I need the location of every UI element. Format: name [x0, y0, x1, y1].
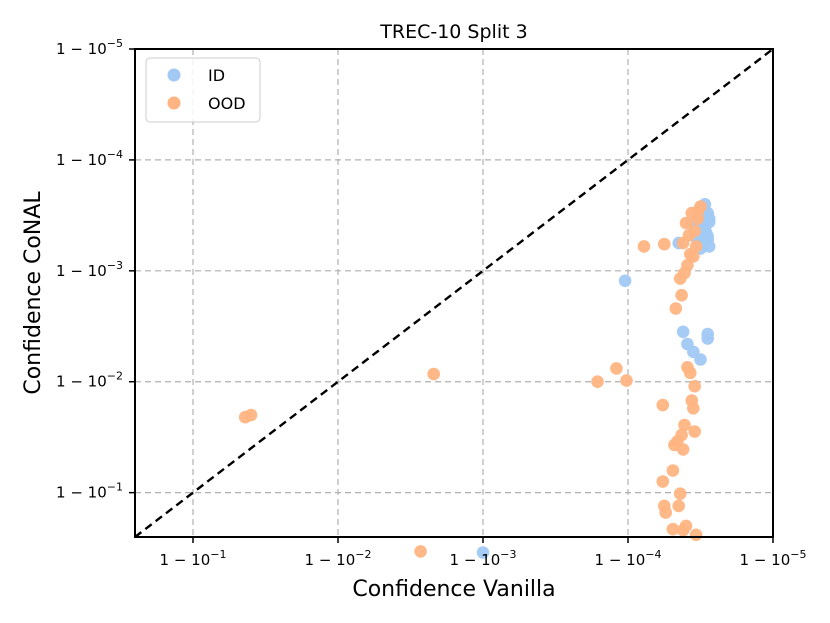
point-id-31 [701, 327, 714, 341]
point-ood-24 [675, 288, 688, 302]
chart-title: TREC-10 Split 3 [379, 21, 527, 43]
point-ood-46 [689, 528, 703, 542]
y-tick-label-3: 1 − 10−4 [56, 148, 123, 169]
y-tick-label-1: 1 − 10−2 [56, 370, 123, 391]
point-ood-36 [676, 443, 690, 456]
y-tick-label-2: 1 − 10−3 [56, 259, 123, 280]
point-ood-3 [414, 545, 427, 558]
point-ood-14 [688, 224, 701, 238]
x-tick-label-1: 1 − 10−2 [305, 548, 372, 569]
point-ood-19 [681, 259, 694, 272]
point-id-26 [676, 325, 690, 339]
legend-marker-ood [167, 96, 181, 110]
point-ood-38 [673, 487, 687, 501]
point-ood-22 [689, 240, 703, 253]
x-tick-label-4: 1 − 10−5 [740, 548, 807, 569]
point-ood-5 [610, 362, 623, 375]
x-tick-label-3: 1 − 10−4 [595, 548, 662, 569]
point-ood-39 [656, 475, 670, 488]
point-ood-16 [694, 200, 707, 213]
point-ood-26 [684, 366, 697, 380]
point-ood-32 [688, 425, 701, 438]
point-ood-41 [659, 506, 672, 519]
point-ood-42 [672, 499, 685, 513]
point-id-25 [702, 215, 716, 229]
y-tick-label-0: 1 − 10−1 [56, 481, 123, 502]
y-tick-label-4: 1 − 10−5 [56, 37, 123, 58]
legend-label-id: ID [208, 66, 225, 85]
point-ood-31 [678, 418, 691, 432]
plot-frame [134, 48, 774, 538]
axis-ticks: 1 − 10−1 1 − 10−2 1 − 10−3 1 − 10−4 1 − 10−5… [56, 37, 806, 569]
point-ood-10 [679, 216, 693, 230]
point-ood-1 [244, 408, 258, 422]
diagonal-line [134, 48, 774, 538]
x-tick-label-0: 1 − 10−1 [160, 548, 227, 569]
x-axis-title: Confidence Vanilla [352, 577, 555, 602]
point-ood-45 [676, 524, 690, 537]
point-ood-6 [620, 374, 633, 387]
point-ood-23 [669, 302, 683, 315]
point-id-32 [476, 546, 490, 559]
point-ood-30 [656, 398, 670, 412]
point-id-29 [694, 353, 707, 366]
point-ood-27 [688, 379, 701, 393]
legend-marker-id [167, 68, 181, 82]
legend-label-ood: OOD [208, 94, 246, 113]
diagonal-reference [134, 48, 774, 538]
point-ood-8 [658, 237, 671, 251]
point-ood-7 [637, 240, 651, 253]
legend: ID OOD [145, 57, 261, 123]
point-ood-4 [591, 375, 604, 389]
point-ood-29 [687, 402, 700, 415]
point-ood-44 [666, 522, 680, 536]
point-ood-37 [666, 464, 680, 477]
y-axis-title: Confidence CoNAL [21, 191, 46, 395]
point-ood-2 [427, 367, 441, 381]
data-points [238, 198, 716, 559]
point-id-0 [618, 274, 632, 288]
x-tick-label-2: 1 − 10−3 [450, 548, 517, 569]
point-ood-21 [687, 250, 700, 263]
